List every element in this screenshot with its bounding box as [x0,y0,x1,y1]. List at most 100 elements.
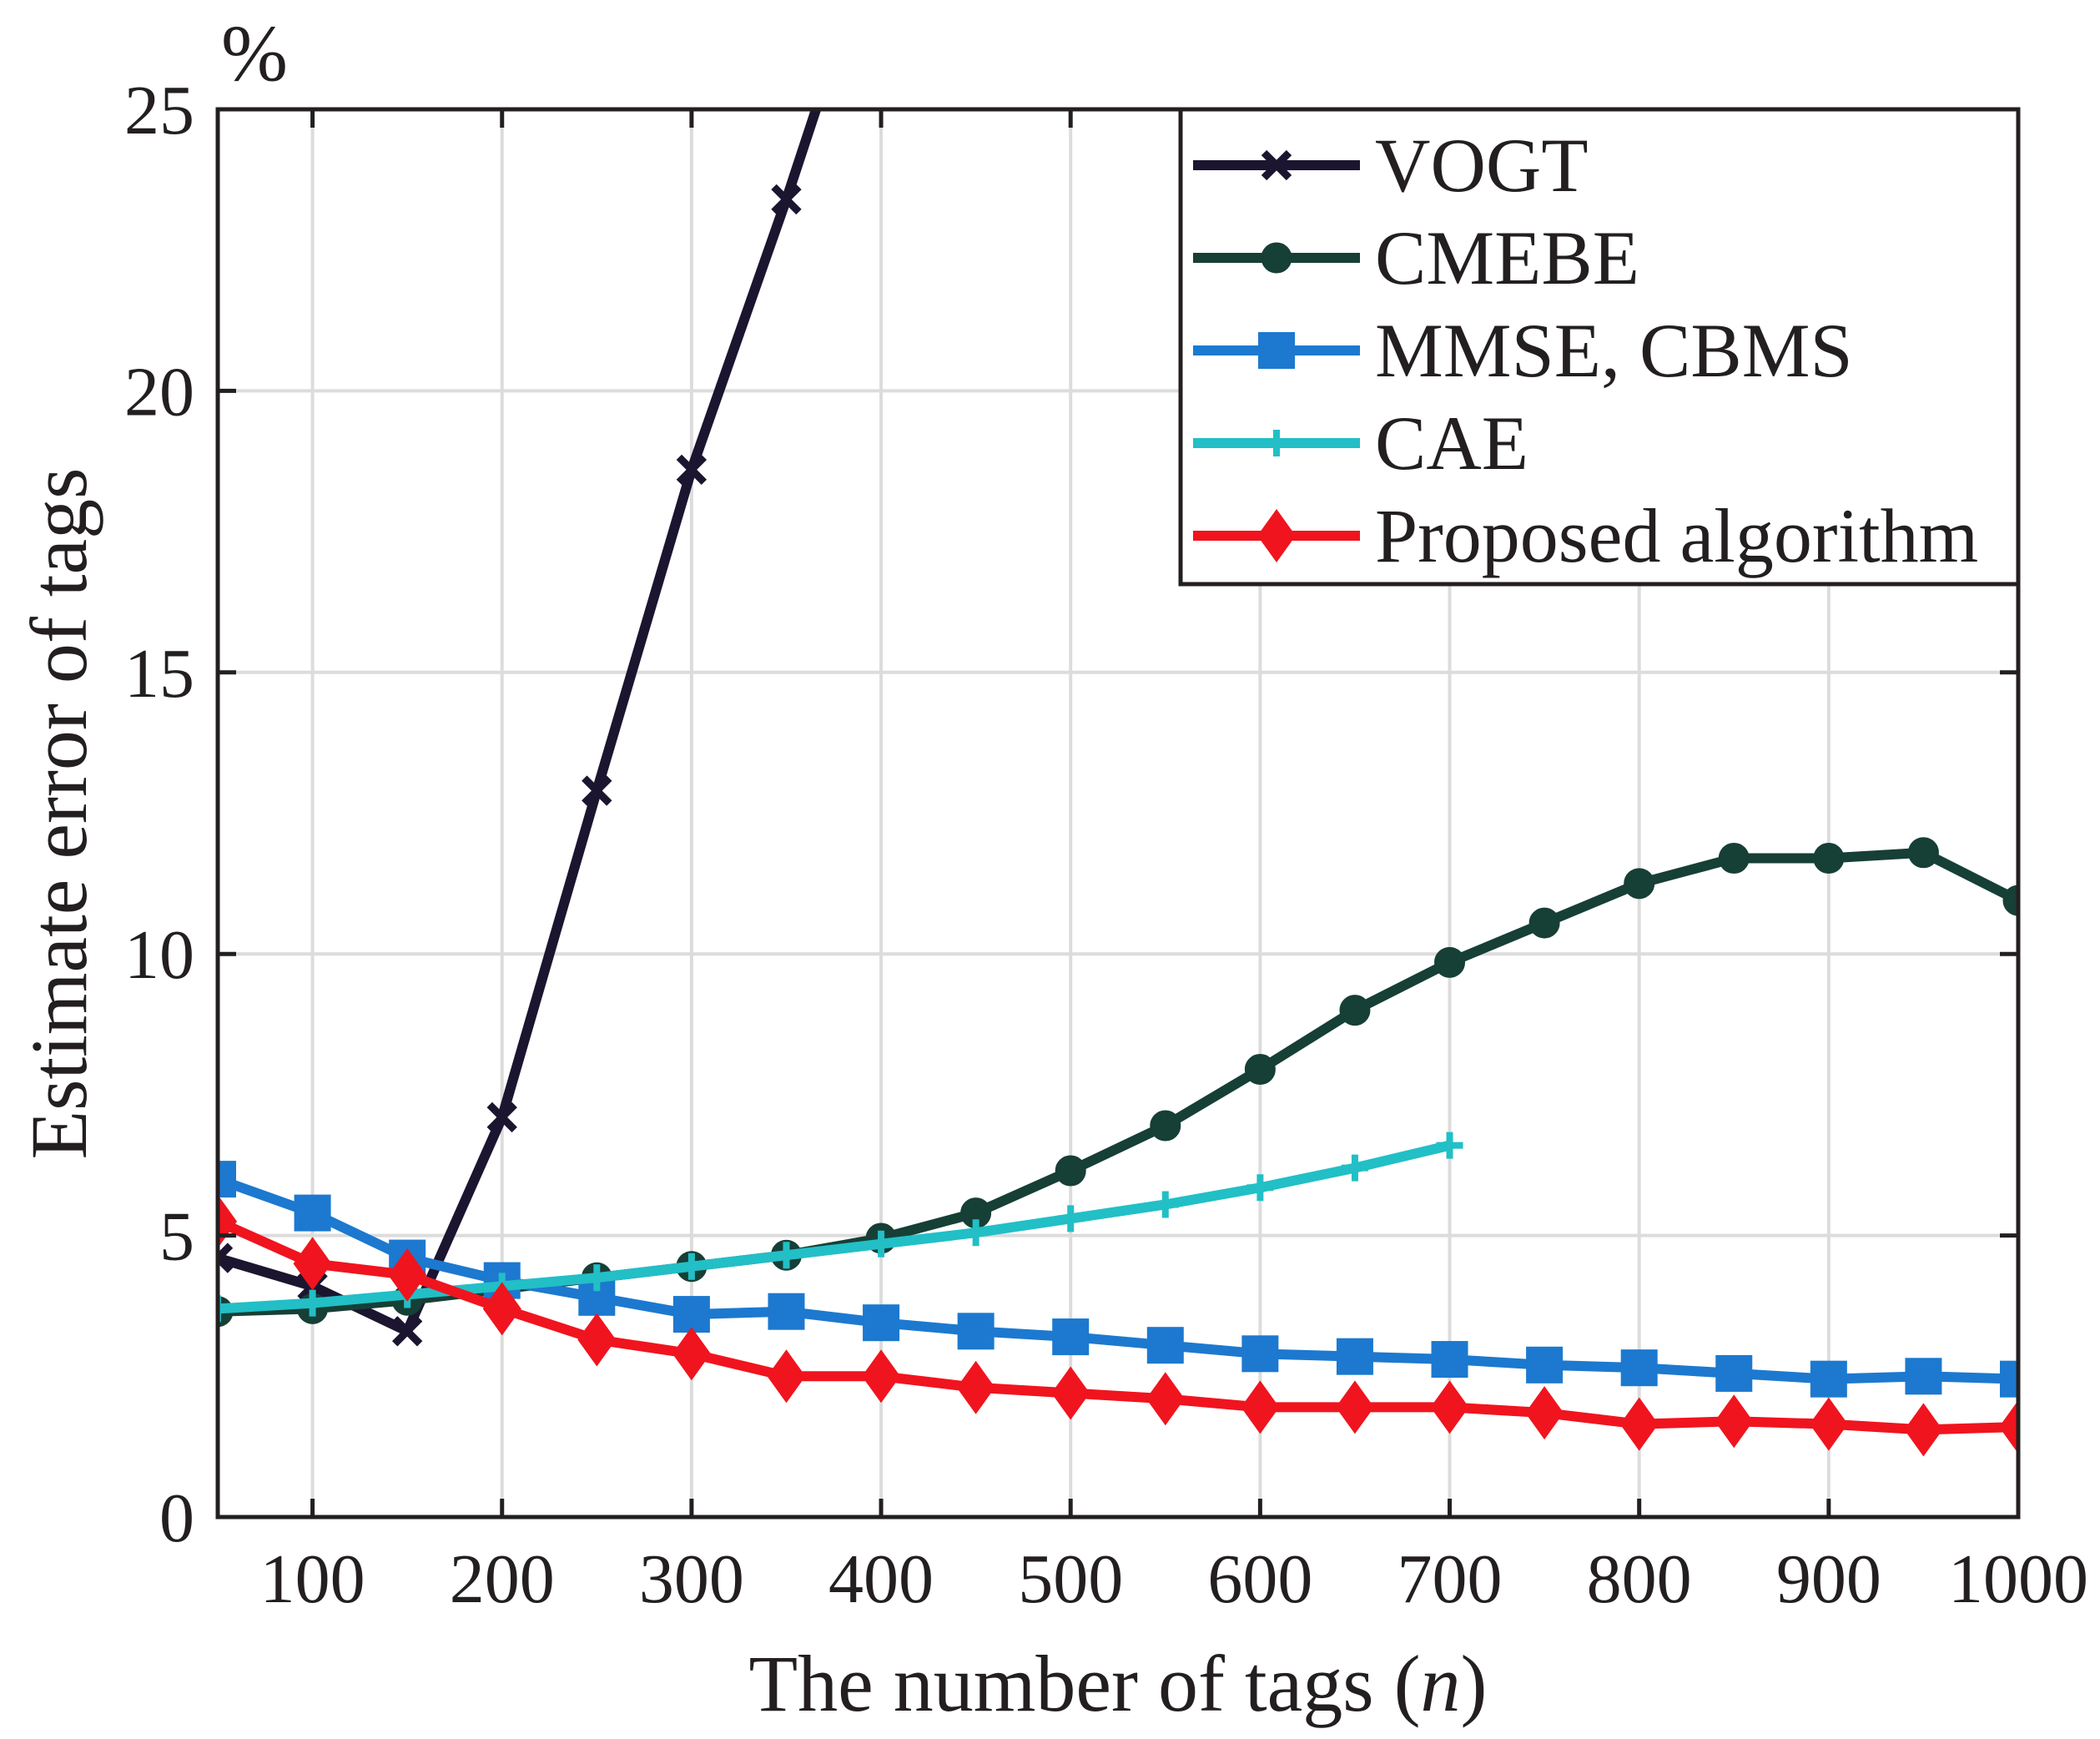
data-point [391,1316,423,1347]
data-point [2000,1360,2018,1398]
legend-marker [1258,332,1295,369]
series-line [218,1217,2018,1435]
data-point [218,1243,234,1273]
series-0 [218,109,822,1347]
data-point [1715,1394,1754,1449]
series-line [218,847,2018,1317]
data-point [1341,1154,1368,1182]
x-tick-label: 500 [1018,1540,1123,1618]
data-point [1999,1400,2018,1454]
legend-item: MMSE, CBMS [1193,308,1853,393]
x-tick-label: 100 [260,1540,365,1618]
x-axis-label: The number of tags (n) [748,1639,1487,1728]
y-axis-unit-label: % [221,8,288,98]
data-point [486,1101,517,1133]
data-point [388,1248,427,1302]
legend-marker [1261,149,1292,181]
data-point [1905,1358,1942,1395]
series-3 [218,1132,1463,1323]
x-axis-tick-labels: 100 200 300 400 500 600 700 800 900 1000 [260,1540,2088,1618]
legend-label: Proposed algorithm [1375,493,1978,578]
data-point [582,775,612,806]
data-point [1052,1318,1090,1356]
y-tick-label: 10 [124,916,194,994]
data-point [1057,1205,1085,1232]
data-point [1528,907,1560,939]
x-tick-label: 1000 [1948,1540,2088,1618]
data-point [1055,1155,1086,1187]
data-point [1624,868,1655,900]
series-4 [218,1194,2018,1457]
x-tick-label: 600 [1207,1540,1312,1618]
data-point [768,1293,805,1330]
x-axis-label-text: The number of tags ( [748,1639,1420,1728]
y-axis-label: Estimate error of tags [14,467,103,1159]
data-point [1339,995,1371,1026]
data-point [1904,1403,1943,1457]
data-point [1526,1346,1564,1384]
data-point [294,1194,331,1232]
data-point [577,1313,617,1367]
data-point [771,184,802,215]
y-tick-label: 25 [124,72,194,149]
legend-item: Proposed algorithm [1193,493,1978,578]
data-point [1810,1360,1847,1398]
data-point [956,1360,995,1414]
data-point [1146,1327,1184,1364]
legend-label: CAE [1375,401,1528,486]
legend-label: CMEBE [1375,215,1639,300]
data-point [672,1296,710,1333]
data-point [1241,1380,1280,1434]
x-tick-label: 900 [1776,1540,1881,1618]
legend-item: VOGT [1193,123,1589,208]
series-line [218,109,822,1337]
y-tick-label: 15 [124,635,194,713]
y-tick-label: 5 [159,1198,194,1276]
data-point [1718,842,1750,874]
data-point [1150,1110,1181,1142]
data-point [1241,1335,1279,1373]
series-1 [218,837,2018,1328]
data-point [1335,1380,1374,1434]
y-tick-label: 0 [159,1479,194,1557]
data-point [1436,1132,1463,1159]
data-point [218,1161,236,1198]
legend-marker [1263,430,1290,456]
legend-item: CMEBE [1193,215,1639,300]
data-point [583,1264,611,1292]
series-2 [218,1161,2018,1398]
data-point [1246,1174,1274,1202]
data-point [868,1230,895,1258]
data-point [1619,1397,1659,1451]
data-point [862,1349,901,1404]
x-tick-label: 700 [1397,1540,1503,1618]
x-tick-label: 200 [450,1540,555,1618]
x-axis-label-variable: n [1421,1639,1461,1728]
data-point [1809,1397,1848,1451]
data-point [1525,1386,1564,1440]
plot-frame [215,107,2021,1520]
data-point [1336,1338,1373,1375]
data-point [773,1242,800,1269]
data-point [1430,1380,1469,1434]
data-point [676,454,708,486]
data-point [299,1289,326,1317]
data-point [672,1327,711,1381]
data-point [1715,1354,1753,1392]
y-tick-label: 20 [124,353,194,431]
data-point [1813,842,1845,874]
data-point [863,1304,900,1342]
data-point [293,1237,332,1291]
data-point [482,1282,521,1336]
data-point [1146,1372,1185,1426]
data-point [1907,837,1939,869]
data-point [1431,1341,1468,1379]
legend-label: MMSE, CBMS [1375,308,1853,393]
data-point [1434,946,1466,978]
legend-label: VOGT [1375,123,1589,208]
data-point [1151,1191,1179,1218]
data-point [957,1313,995,1350]
